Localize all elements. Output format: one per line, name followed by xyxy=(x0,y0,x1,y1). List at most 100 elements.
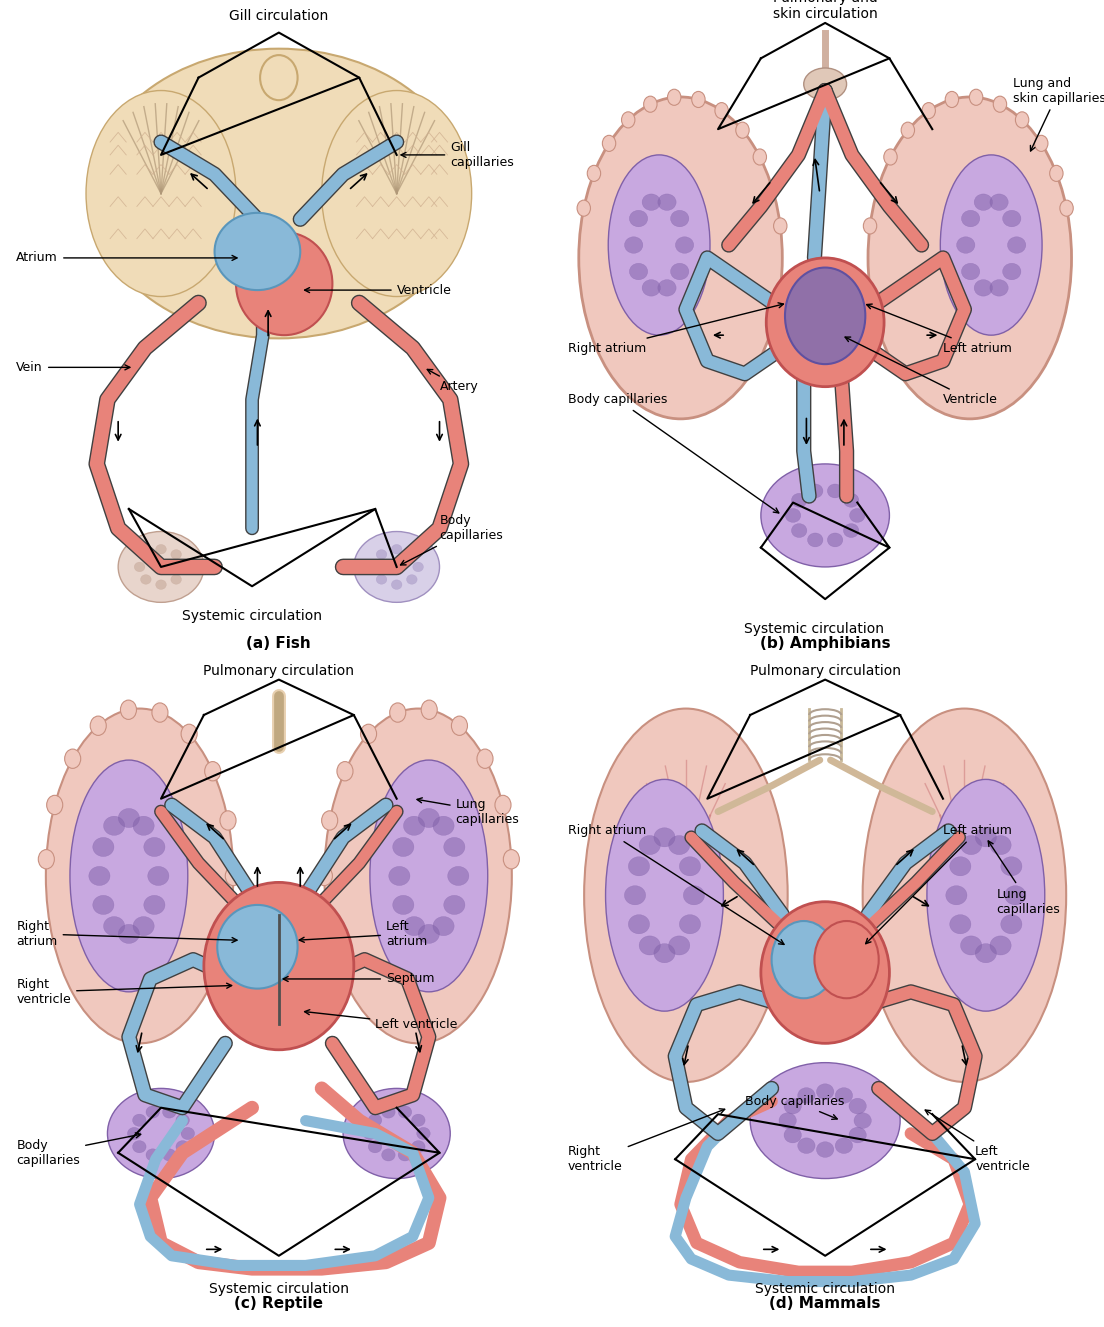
Ellipse shape xyxy=(418,808,439,828)
Text: Artery: Artery xyxy=(427,369,478,393)
Ellipse shape xyxy=(815,921,879,998)
Ellipse shape xyxy=(836,1137,852,1153)
Ellipse shape xyxy=(433,816,454,835)
Text: Gill
capillaries: Gill capillaries xyxy=(401,141,514,169)
Ellipse shape xyxy=(132,816,155,835)
Ellipse shape xyxy=(406,575,417,584)
Ellipse shape xyxy=(1008,236,1026,253)
Ellipse shape xyxy=(975,828,997,847)
Ellipse shape xyxy=(135,563,145,572)
Ellipse shape xyxy=(1002,263,1021,280)
Ellipse shape xyxy=(403,816,425,835)
Ellipse shape xyxy=(181,725,198,743)
Text: Left
ventricle: Left ventricle xyxy=(925,1111,1030,1173)
Ellipse shape xyxy=(399,1105,412,1119)
Text: (a) Fish: (a) Fish xyxy=(246,636,311,650)
Ellipse shape xyxy=(433,917,454,936)
Ellipse shape xyxy=(1000,914,1022,934)
Ellipse shape xyxy=(171,549,181,559)
Ellipse shape xyxy=(792,524,807,537)
Ellipse shape xyxy=(817,1141,834,1157)
Ellipse shape xyxy=(452,717,467,735)
Ellipse shape xyxy=(817,1084,834,1100)
Ellipse shape xyxy=(132,917,155,936)
Ellipse shape xyxy=(162,1149,176,1161)
Text: Lung
capillaries: Lung capillaries xyxy=(988,841,1060,916)
Ellipse shape xyxy=(827,533,842,547)
Ellipse shape xyxy=(403,917,425,936)
Ellipse shape xyxy=(584,709,787,1082)
Ellipse shape xyxy=(658,194,676,211)
Ellipse shape xyxy=(715,102,729,118)
Ellipse shape xyxy=(670,263,689,280)
Ellipse shape xyxy=(413,563,424,572)
Ellipse shape xyxy=(225,867,242,885)
Ellipse shape xyxy=(86,90,236,296)
Ellipse shape xyxy=(156,544,167,553)
Ellipse shape xyxy=(261,56,298,100)
Ellipse shape xyxy=(871,182,884,198)
Ellipse shape xyxy=(393,837,414,856)
Ellipse shape xyxy=(177,563,188,572)
Ellipse shape xyxy=(843,494,859,507)
Ellipse shape xyxy=(370,760,488,991)
Text: Gill circulation: Gill circulation xyxy=(230,9,329,23)
Ellipse shape xyxy=(628,857,649,876)
Ellipse shape xyxy=(118,808,139,828)
Ellipse shape xyxy=(807,484,822,498)
Ellipse shape xyxy=(325,709,512,1043)
Ellipse shape xyxy=(132,1141,146,1153)
Ellipse shape xyxy=(751,1063,900,1178)
Ellipse shape xyxy=(807,533,822,547)
Text: Body
capillaries: Body capillaries xyxy=(401,515,503,565)
Text: Pulmonary circulation: Pulmonary circulation xyxy=(203,664,354,678)
Ellipse shape xyxy=(104,917,125,936)
Ellipse shape xyxy=(412,1115,425,1127)
Ellipse shape xyxy=(784,1127,802,1143)
Text: Vein: Vein xyxy=(17,361,130,374)
Text: Left atrium: Left atrium xyxy=(866,824,1012,943)
Ellipse shape xyxy=(836,1088,852,1103)
Ellipse shape xyxy=(382,1105,395,1119)
Ellipse shape xyxy=(392,580,402,589)
Ellipse shape xyxy=(850,508,866,523)
Ellipse shape xyxy=(93,837,114,856)
Ellipse shape xyxy=(639,936,660,955)
Ellipse shape xyxy=(317,867,332,885)
Ellipse shape xyxy=(392,544,402,553)
Ellipse shape xyxy=(785,508,800,523)
Ellipse shape xyxy=(118,532,204,602)
Ellipse shape xyxy=(447,867,469,885)
Ellipse shape xyxy=(766,257,884,386)
Ellipse shape xyxy=(629,263,648,280)
Ellipse shape xyxy=(140,575,151,584)
Text: Septum: Septum xyxy=(283,973,435,986)
Ellipse shape xyxy=(625,885,646,905)
Ellipse shape xyxy=(399,1149,412,1161)
Ellipse shape xyxy=(577,200,591,216)
Ellipse shape xyxy=(945,92,958,107)
Ellipse shape xyxy=(1000,857,1022,876)
Ellipse shape xyxy=(477,748,493,768)
Ellipse shape xyxy=(416,1128,431,1140)
Ellipse shape xyxy=(370,563,381,572)
Ellipse shape xyxy=(148,867,169,885)
Ellipse shape xyxy=(1005,885,1026,905)
Ellipse shape xyxy=(625,236,643,253)
Ellipse shape xyxy=(654,943,675,963)
Ellipse shape xyxy=(956,236,975,253)
Text: (d) Mammals: (d) Mammals xyxy=(769,1295,881,1311)
Ellipse shape xyxy=(798,1137,815,1153)
Text: Systemic circulation: Systemic circulation xyxy=(744,621,884,636)
Text: Left
atrium: Left atrium xyxy=(299,920,427,947)
Ellipse shape xyxy=(868,97,1072,419)
Ellipse shape xyxy=(643,194,660,211)
Ellipse shape xyxy=(92,49,466,338)
Ellipse shape xyxy=(854,1113,871,1128)
Ellipse shape xyxy=(692,92,705,107)
Ellipse shape xyxy=(1050,166,1063,182)
Ellipse shape xyxy=(962,210,979,227)
Ellipse shape xyxy=(654,828,675,847)
Ellipse shape xyxy=(181,1128,194,1140)
Text: Left atrium: Left atrium xyxy=(867,304,1012,354)
